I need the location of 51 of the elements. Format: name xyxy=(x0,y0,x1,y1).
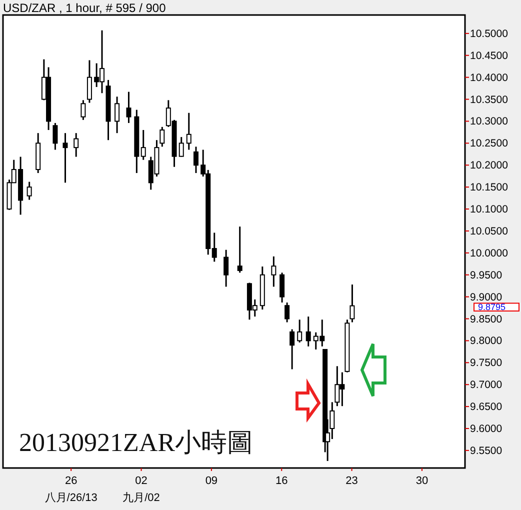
y-tick-label: 9.7500 xyxy=(470,357,502,370)
candlestick xyxy=(297,318,302,344)
candlestick xyxy=(74,132,79,158)
y-tick-label: 10.1000 xyxy=(470,204,508,216)
candlestick xyxy=(224,249,229,288)
y-tick-label: 9.9500 xyxy=(470,269,502,282)
candlestick xyxy=(140,129,146,161)
candlestick xyxy=(237,226,242,274)
y-tick-label: 10.1500 xyxy=(470,182,508,194)
y-tick-label: 10.4000 xyxy=(470,72,508,84)
y-tick-label: 10.2500 xyxy=(470,138,508,150)
candlestick xyxy=(290,328,295,370)
annotation: 20130921ZAR小時圖 xyxy=(19,428,253,457)
x-tick-label: 26 八月/26/13 xyxy=(44,475,98,504)
y-tick-label: 10.4500 xyxy=(470,50,508,62)
y-tick-label: 9.7000 xyxy=(470,379,502,392)
candlestick xyxy=(178,136,184,158)
candlestick xyxy=(80,99,86,121)
candlestick xyxy=(160,126,165,148)
candlestick xyxy=(62,132,68,184)
y-tick-label: 9.8500 xyxy=(470,313,502,326)
candlestick xyxy=(350,284,355,324)
candlestick xyxy=(114,96,120,134)
y-tick-label: 9.5500 xyxy=(470,444,502,457)
y-tick-label: 10.3000 xyxy=(470,116,508,128)
x-tick-label: 02 九月/02 xyxy=(122,475,160,504)
candlestick xyxy=(284,302,290,324)
candlestick xyxy=(52,122,58,151)
y-tick-label: 10.0000 xyxy=(470,247,508,260)
x-tick-label: 16 xyxy=(275,475,288,487)
candlestick xyxy=(280,272,285,304)
y-tick-label: 9.9000 xyxy=(470,291,502,304)
chart-title: USD/ZAR , 1 hour, # 595 / 900 xyxy=(3,1,166,15)
text: 9.8795 xyxy=(478,302,506,312)
candlestick xyxy=(26,181,32,201)
x-tick-label: 09 xyxy=(205,475,218,487)
candlestick xyxy=(126,91,132,124)
x-tick-label: 23 xyxy=(346,475,358,487)
candlestick xyxy=(193,146,198,174)
x-tick-label: 30 xyxy=(416,475,428,487)
candlestick xyxy=(271,256,276,288)
y-tick-label: 9.6000 xyxy=(470,422,502,435)
y-tick-label: 10.3500 xyxy=(470,94,508,106)
y-tick-label: 9.6500 xyxy=(470,401,502,414)
candlestick xyxy=(86,59,92,104)
y-tick-label: 10.5000 xyxy=(470,28,508,40)
candlestick xyxy=(306,316,311,348)
y-tick-label: 9.8000 xyxy=(470,335,502,348)
candlestick xyxy=(186,112,192,151)
y-tick-label: 10.2000 xyxy=(470,160,508,172)
y-tick-label: 10.0500 xyxy=(470,225,508,238)
